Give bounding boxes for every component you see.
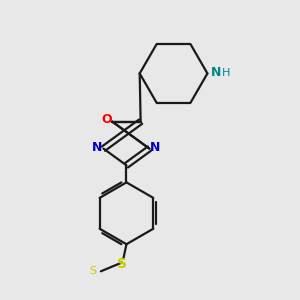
Text: N: N <box>211 66 221 80</box>
Text: N: N <box>92 141 102 154</box>
Text: H: H <box>222 68 230 78</box>
Text: N: N <box>150 141 160 154</box>
Text: O: O <box>101 113 112 126</box>
Text: S: S <box>89 266 96 276</box>
Text: S: S <box>117 257 127 271</box>
